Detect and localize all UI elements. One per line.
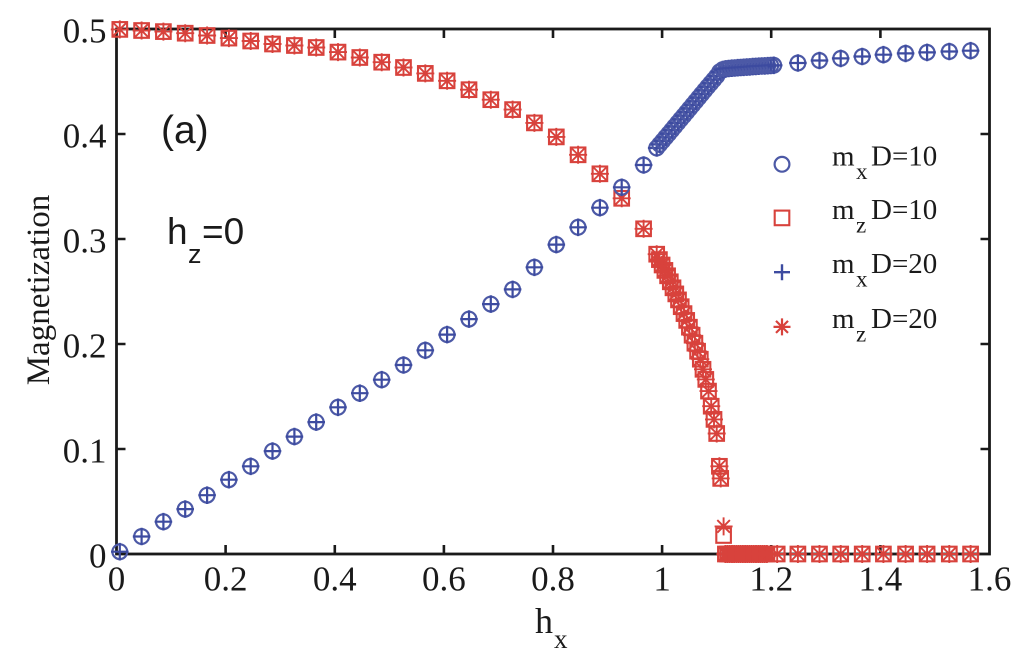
svg-text:0.2: 0.2 [204, 560, 248, 599]
svg-text:h: h [535, 601, 553, 641]
svg-text:0.3: 0.3 [63, 221, 107, 260]
svg-text:0: 0 [89, 536, 107, 575]
svg-text:0.2: 0.2 [63, 326, 107, 365]
svg-text:0.5: 0.5 [63, 11, 107, 50]
svg-text:0.4: 0.4 [313, 560, 357, 599]
svg-text:m: m [832, 248, 855, 280]
svg-text:(a): (a) [161, 109, 209, 152]
svg-text:h: h [167, 211, 188, 252]
svg-text:z: z [188, 239, 202, 269]
svg-text:Magnetization: Magnetization [21, 195, 57, 386]
svg-text:0: 0 [108, 560, 126, 599]
svg-text:m: m [832, 140, 855, 172]
svg-text:x: x [554, 624, 568, 654]
svg-text:D=10: D=10 [871, 140, 937, 172]
svg-text:m: m [832, 303, 855, 335]
svg-text:z: z [856, 321, 866, 346]
svg-text:0.4: 0.4 [63, 116, 107, 155]
svg-text:1: 1 [653, 560, 671, 599]
svg-text:z: z [856, 212, 866, 237]
svg-text:0.8: 0.8 [531, 560, 575, 599]
svg-text:x: x [856, 267, 868, 292]
svg-text:1.4: 1.4 [859, 560, 903, 599]
svg-text:D=10: D=10 [871, 194, 937, 226]
svg-text:1.2: 1.2 [749, 560, 793, 599]
svg-text:=0: =0 [202, 211, 244, 252]
svg-text:m: m [832, 194, 855, 226]
svg-text:D=20: D=20 [871, 303, 937, 335]
svg-text:0.6: 0.6 [422, 560, 466, 599]
svg-text:x: x [856, 159, 868, 184]
svg-text:0.1: 0.1 [63, 431, 107, 470]
svg-text:D=20: D=20 [871, 248, 937, 280]
svg-text:1.6: 1.6 [968, 560, 1012, 599]
